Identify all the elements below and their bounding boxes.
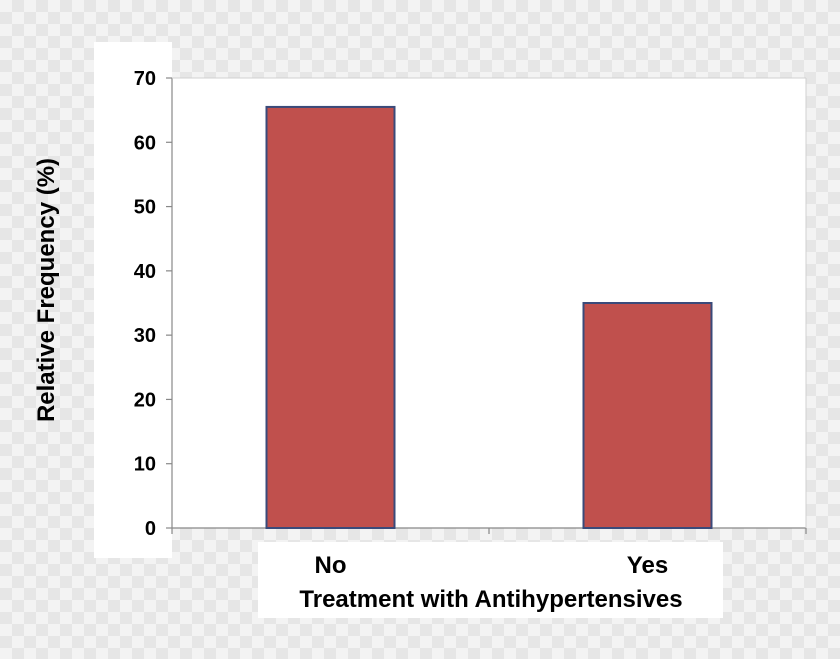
y-tick-label: 30 [134,325,156,347]
bar-no [265,105,396,530]
y-axis-panel [94,42,172,558]
y-axis-title: Relative Frequency (%) [33,158,60,422]
y-tick-label: 0 [145,518,156,540]
y-tick-labels: 0 10 20 30 40 50 60 70 [134,68,156,540]
x-axis-title: Treatment with Antihypertensives [299,586,682,613]
x-tick-label: Yes [627,552,668,579]
bar-yes [582,302,713,529]
bars [265,105,713,530]
y-tick-label: 40 [134,261,156,283]
y-tick-label: 10 [134,454,156,476]
y-tick-label: 70 [134,68,156,90]
y-tick-label: 20 [134,389,156,411]
x-tick-label: No [315,552,347,579]
y-tick-label: 60 [134,132,156,154]
x-label-panel [258,542,723,618]
x-tick-labels: No Yes [315,552,669,579]
y-tick-label: 50 [134,197,156,219]
